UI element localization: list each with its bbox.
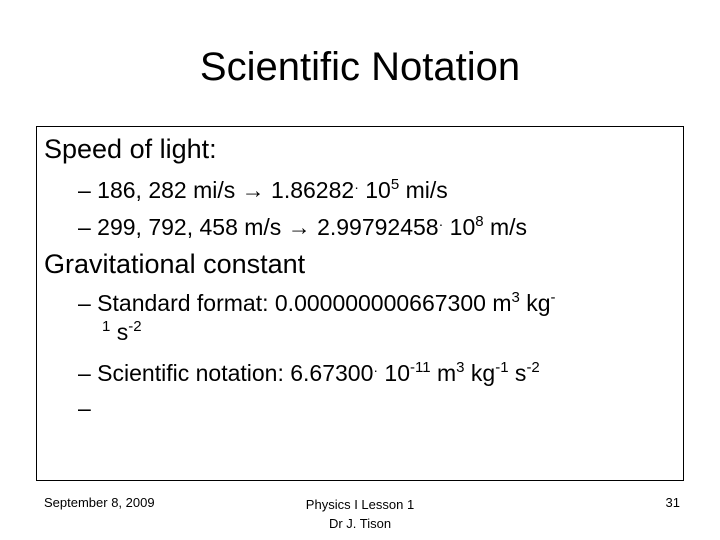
speed-of-light-heading: Speed of light: (44, 134, 217, 164)
scientific-notation-line: – Scientific notation: 6.67300· 10-11 m3… (78, 359, 540, 386)
content-box: Speed of light: – 186, 282 mi/s → 1.8628… (36, 126, 684, 481)
footer-course: Physics I Lesson 1 Dr J. Tison (260, 495, 460, 533)
footer-date: September 8, 2009 (44, 495, 155, 510)
speed-of-light-miles-line: – 186, 282 mi/s → 1.86282· 105 mi/s (78, 176, 448, 203)
footer-instructor: Dr J. Tison (328, 516, 392, 531)
speed-of-light-meters-line: – 299, 792, 458 m/s → 2.99792458· 108 m/… (78, 213, 528, 240)
slide-number: 31 (665, 495, 680, 510)
standard-format-continuation: 1 s-2 (102, 318, 142, 345)
gravitational-constant-heading: Gravitational constant (44, 249, 306, 279)
slide-title: Scientific Notation (199, 45, 521, 89)
standard-format-line: – Standard format: 0.000000000667300 m3 … (78, 289, 556, 316)
empty-bullet: – (78, 395, 91, 421)
footer-course-title: Physics I Lesson 1 (305, 497, 415, 512)
